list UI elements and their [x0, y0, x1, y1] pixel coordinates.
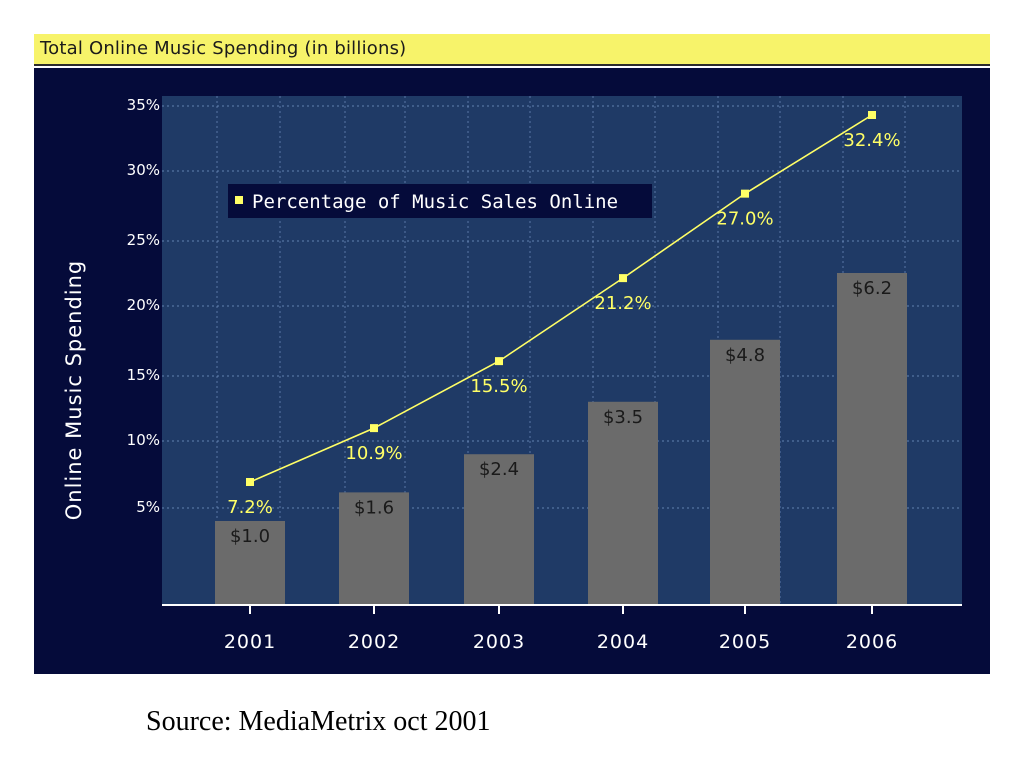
bar-2003: [464, 454, 534, 604]
bar-value-label-2002: $1.6: [354, 497, 394, 518]
bar-2001: [215, 521, 285, 604]
axes: 2001 2002 2003 2004 2005 2006 5% 10% 15% 20% 25% 30…: [127, 96, 962, 653]
y-tick-label-10%: 10%: [127, 431, 160, 449]
x-tick-label-2003: 2003: [473, 631, 525, 653]
y-tick-label-20%: 20%: [127, 296, 160, 314]
x-tick-label-2004: 2004: [597, 631, 649, 653]
line-value-label-2006: 32.4%: [843, 130, 900, 151]
legend-box: [228, 184, 652, 218]
line-series: [246, 111, 876, 486]
line-value-label-2004: 21.2%: [594, 293, 651, 314]
line-point-2005: [741, 189, 749, 198]
bar-value-label-2003: $2.4: [479, 459, 519, 480]
legend-label: Percentage of Music Sales Online: [252, 191, 618, 213]
x-tick-label-2006: 2006: [846, 631, 898, 653]
line-value-label-2001: 7.2%: [227, 497, 273, 518]
line-point-2002: [370, 424, 378, 433]
data-labels: $1.0 $1.6 $2.4 $3.5 $4.8 $6.2 7.2% 10.9% 15.5% 21…: [227, 130, 900, 547]
y-tick-label-5%: 5%: [136, 498, 160, 516]
y-axis-title: Online Music Spending: [62, 260, 86, 521]
y-tick-label-30%: 30%: [127, 161, 160, 179]
bar-2004: [588, 401, 658, 604]
line-value-label-2002: 10.9%: [345, 443, 402, 464]
legend-marker: [235, 196, 243, 204]
y-tick-label-25%: 25%: [127, 231, 160, 249]
plot-background: [162, 96, 962, 604]
chart-title-bar: Total Online Music Spending (in billions…: [34, 34, 990, 66]
bar-value-label-2001: $1.0: [230, 526, 270, 547]
line-value-label-2003: 15.5%: [470, 376, 527, 397]
chart-title: Total Online Music Spending (in billions…: [40, 38, 407, 59]
bar-value-label-2006: $6.2: [852, 278, 892, 299]
line-point-2006: [868, 111, 876, 119]
bar-series: [215, 273, 907, 604]
x-tick-label-2005: 2005: [719, 631, 771, 653]
y-tick-label-35%: 35%: [127, 96, 160, 114]
line-point-2001: [246, 478, 254, 486]
bar-2005: [710, 339, 780, 604]
bar-value-label-2005: $4.8: [725, 345, 765, 366]
legend: Percentage of Music Sales Online: [228, 184, 652, 218]
line-point-2004: [619, 274, 627, 283]
bar-2006: [837, 273, 907, 604]
percentage-line: [249, 114, 873, 483]
source-note: Source: MediaMetrix oct 2001: [146, 706, 491, 737]
x-tick-label-2001: 2001: [224, 631, 276, 653]
y-tick-label-15%: 15%: [127, 366, 160, 384]
x-tick-label-2002: 2002: [348, 631, 400, 653]
grid-lines: [162, 96, 962, 604]
bar-2002: [339, 492, 409, 604]
line-point-2003: [495, 357, 503, 366]
line-value-label-2005: 27.0%: [716, 209, 773, 230]
bar-value-label-2004: $3.5: [603, 407, 643, 428]
